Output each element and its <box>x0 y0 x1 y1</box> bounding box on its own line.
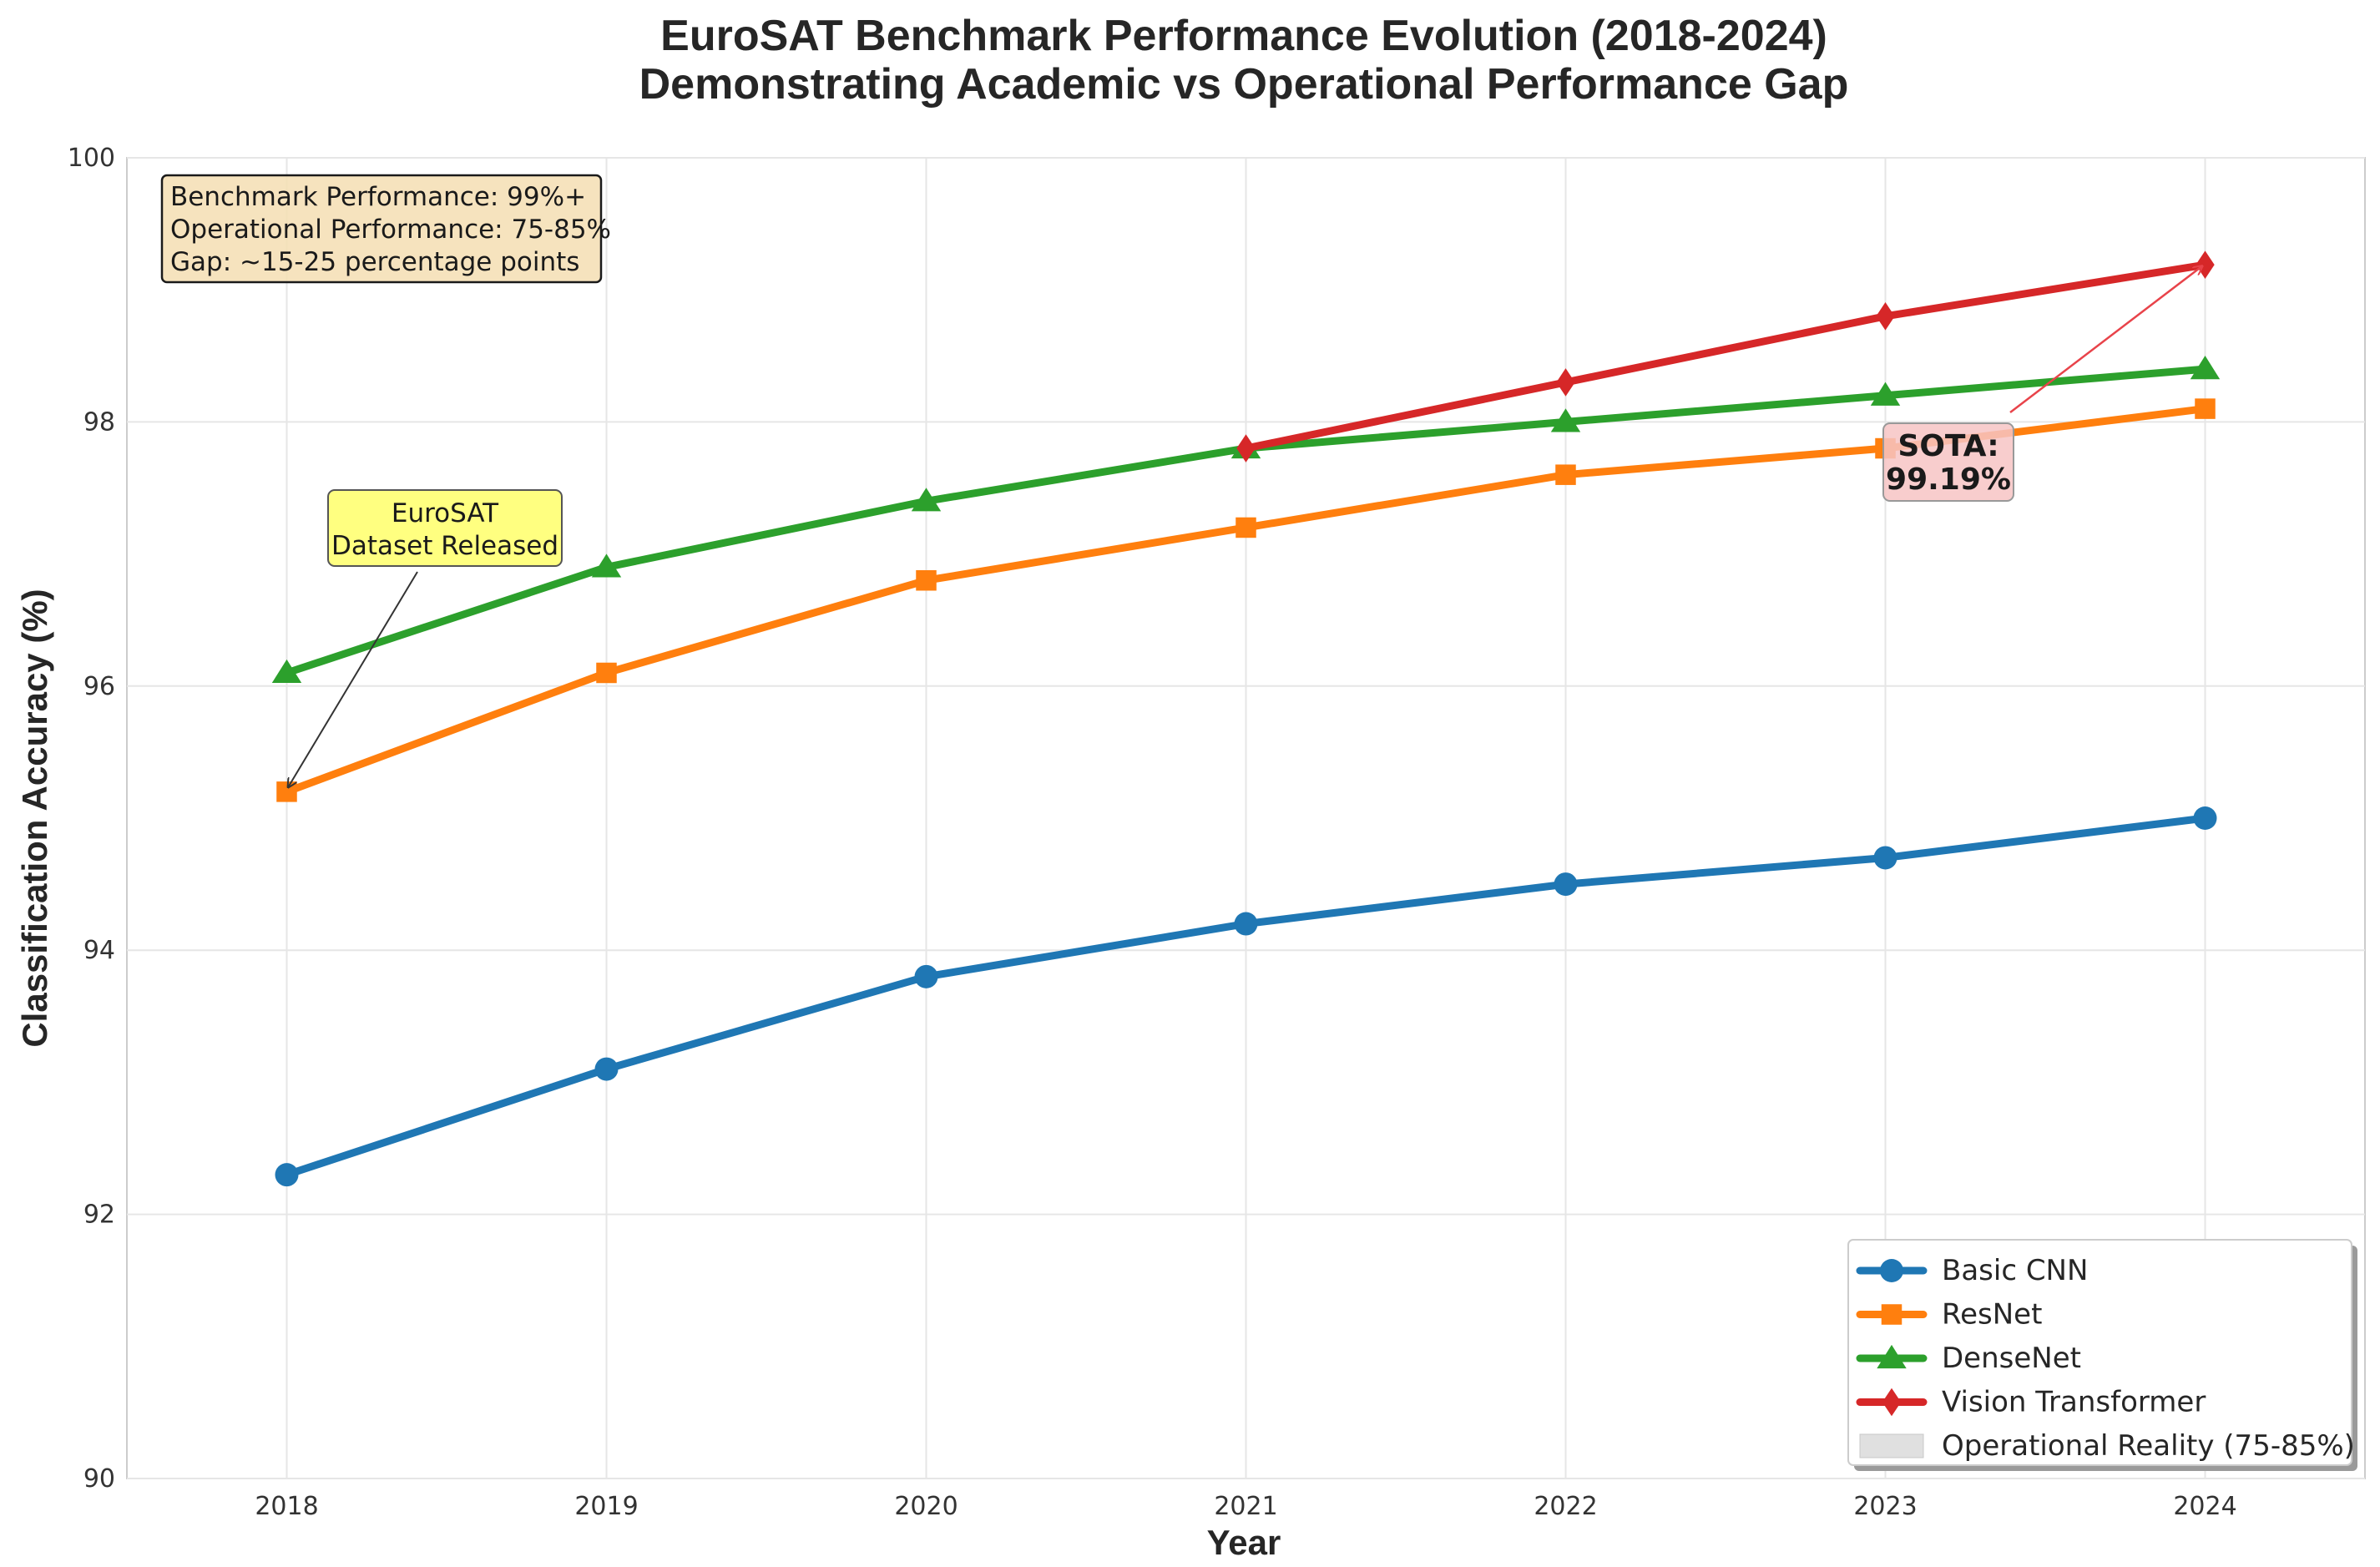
legend-marker <box>1881 1304 1902 1325</box>
annotation-label: 99.19% <box>1886 463 2011 497</box>
y-tick-label: 92 <box>83 1201 115 1230</box>
x-tick-label: 2019 <box>574 1492 638 1521</box>
y-axis-label: Classification Accuracy (%) <box>15 589 54 1047</box>
info-box-line: Gap: ~15-25 percentage points <box>170 247 579 277</box>
info-box-line: Benchmark Performance: 99%+ <box>170 182 586 212</box>
y-tick-label: 90 <box>83 1464 115 1494</box>
chart-title-line1: EuroSAT Benchmark Performance Evolution … <box>660 12 1827 60</box>
legend-label: Basic CNN <box>1942 1254 2088 1287</box>
x-tick-label: 2020 <box>894 1492 958 1521</box>
info-box-frame <box>160 174 603 284</box>
data-point <box>2196 250 2215 279</box>
legend-label: Vision Transformer <box>1942 1386 2206 1419</box>
legend-label: DenseNet <box>1942 1342 2081 1375</box>
annotation-arrow <box>289 571 418 786</box>
legend-label: Operational Reality (75-85%) <box>1942 1429 2355 1463</box>
chart-title-line2: Demonstrating Academic vs Operational Pe… <box>639 60 1849 109</box>
data-point <box>276 781 297 802</box>
data-point <box>2193 806 2217 830</box>
data-point <box>596 662 617 684</box>
data-point <box>591 554 622 578</box>
x-tick-label: 2021 <box>1214 1492 1277 1521</box>
data-point <box>1550 408 1581 432</box>
legend-swatch <box>1859 1433 1924 1458</box>
y-tick-label: 100 <box>68 144 115 173</box>
data-point <box>1234 912 1258 936</box>
legend-frame <box>1847 1239 2352 1466</box>
data-point <box>1873 846 1897 870</box>
series-line <box>1242 260 2209 452</box>
data-point <box>2190 356 2221 380</box>
legend: Basic CNN ResNet DenseNet Vision Transforme… <box>1847 1239 2357 1471</box>
y-tick-label: 94 <box>83 936 115 965</box>
data-point <box>1235 517 1256 538</box>
annotation-arrow <box>2009 266 2202 413</box>
y-tick-label: 98 <box>83 407 115 437</box>
info-box-line: Operational Performance: 75-85% <box>170 215 611 245</box>
data-point <box>1556 368 1575 397</box>
x-tick-label: 2023 <box>1853 1492 1917 1521</box>
x-axis-ticks: 2018 2019 2020 2021 2022 2023 2024 <box>255 1492 2236 1521</box>
legend-label: ResNet <box>1942 1298 2042 1332</box>
legend-marker <box>1882 1388 1902 1417</box>
x-tick-label: 2024 <box>2173 1492 2236 1521</box>
legend-marker <box>1877 1344 1907 1369</box>
data-point <box>1236 434 1256 463</box>
annotation-box <box>1882 422 2014 502</box>
x-axis-label: Year <box>1207 1523 1281 1562</box>
data-point <box>1554 872 1578 897</box>
data-point <box>1876 302 1895 331</box>
x-tick-label: 2018 <box>255 1492 318 1521</box>
annotation-label: SOTA: <box>1897 429 1998 463</box>
x-tick-label: 2022 <box>1534 1492 1597 1521</box>
data-point <box>1870 382 1901 406</box>
annotation-label: Dataset Released <box>331 531 558 561</box>
annotation-label: EuroSAT <box>392 498 499 528</box>
info-box: Benchmark Performance: 99%+ Operational … <box>160 174 611 284</box>
legend-marker <box>1880 1259 1903 1282</box>
data-point <box>594 1057 619 1081</box>
data-point <box>911 488 942 512</box>
y-axis-ticks: 90 92 94 96 98 100 <box>68 144 115 1494</box>
y-tick-label: 96 <box>83 672 115 701</box>
data-point <box>1555 464 1576 485</box>
data-point <box>916 569 937 591</box>
data-point <box>2195 398 2216 419</box>
data-point <box>914 964 938 988</box>
data-point <box>271 659 302 684</box>
annotation-box <box>327 489 563 567</box>
data-point <box>275 1163 299 1187</box>
